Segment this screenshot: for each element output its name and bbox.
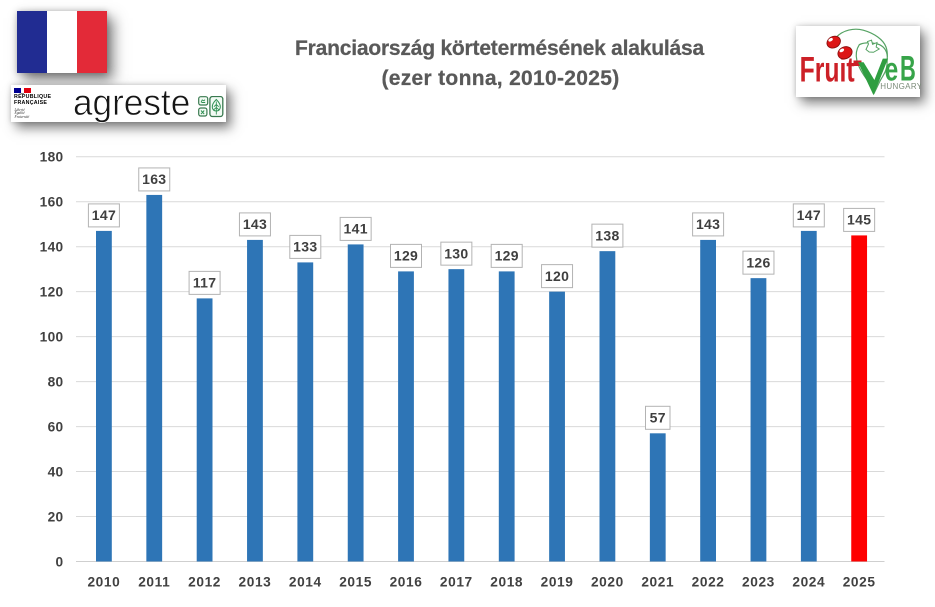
svg-text:2011: 2011	[138, 575, 170, 590]
svg-text:2019: 2019	[541, 575, 574, 590]
svg-text:120: 120	[545, 268, 569, 284]
svg-text:60: 60	[48, 419, 64, 434]
svg-text:129: 129	[394, 248, 418, 264]
svg-text:180: 180	[40, 150, 64, 165]
svg-text:2021: 2021	[641, 575, 674, 590]
svg-text:2010: 2010	[87, 575, 120, 590]
svg-text:2015: 2015	[339, 575, 372, 590]
svg-text:163: 163	[142, 171, 166, 187]
svg-text:133: 133	[293, 239, 317, 255]
svg-text:100: 100	[40, 329, 64, 344]
svg-text:40: 40	[48, 464, 64, 479]
svg-text:2018: 2018	[490, 575, 523, 590]
svg-text:2013: 2013	[239, 575, 272, 590]
svg-text:2017: 2017	[440, 575, 473, 590]
svg-text:2016: 2016	[390, 575, 423, 590]
svg-text:147: 147	[92, 207, 116, 223]
svg-text:2012: 2012	[188, 575, 221, 590]
svg-text:143: 143	[243, 216, 267, 232]
svg-text:2023: 2023	[742, 575, 775, 590]
svg-text:141: 141	[344, 221, 368, 237]
svg-text:20: 20	[48, 509, 64, 524]
svg-text:143: 143	[696, 216, 720, 232]
svg-text:138: 138	[595, 227, 619, 243]
svg-text:129: 129	[495, 248, 519, 264]
svg-text:Franciaország körtetermésének: Franciaország körtetermésének alakulása	[295, 37, 704, 60]
svg-text:(ezer tonna, 2010-2025): (ezer tonna, 2010-2025)	[381, 67, 619, 90]
svg-text:147: 147	[797, 207, 821, 223]
svg-text:B: B	[900, 50, 916, 89]
svg-text:2024: 2024	[792, 575, 825, 590]
svg-text:126: 126	[746, 254, 770, 270]
svg-text:HUNGARY: HUNGARY	[880, 82, 921, 91]
svg-text:57: 57	[650, 410, 666, 426]
svg-text:e: e	[884, 51, 898, 88]
svg-text:2025: 2025	[843, 575, 876, 590]
svg-text:2014: 2014	[289, 575, 322, 590]
svg-text:2022: 2022	[692, 575, 725, 590]
svg-text:0: 0	[56, 554, 64, 569]
svg-text:117: 117	[193, 275, 217, 291]
svg-text:130: 130	[444, 245, 468, 261]
svg-text:160: 160	[40, 194, 64, 209]
svg-text:140: 140	[40, 239, 64, 254]
svg-text:2020: 2020	[591, 575, 624, 590]
svg-text:80: 80	[48, 374, 64, 389]
svg-text:145: 145	[847, 212, 871, 228]
svg-text:120: 120	[40, 284, 64, 299]
